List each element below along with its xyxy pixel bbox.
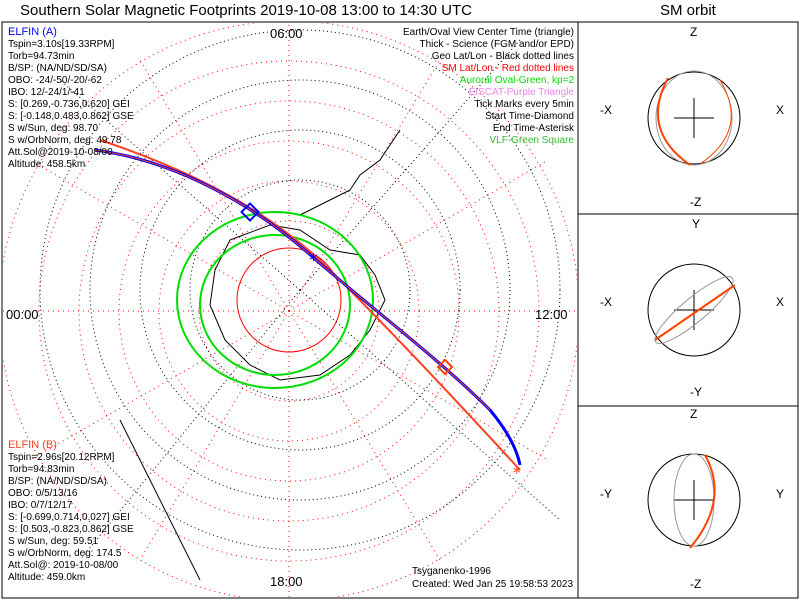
info-line: S: [-0.148,0.483,0.862] GSE [8, 111, 134, 122]
end-asterisk-b: * [512, 463, 522, 482]
elfin-a-science [94, 149, 491, 411]
sm-orbit-title: SM orbit [660, 2, 716, 19]
coastlines [119, 129, 401, 581]
axis-label: Z [690, 25, 698, 39]
sm-grid [3, 23, 577, 597]
info-line: Torb=94.83min [8, 464, 75, 475]
legend-item: Start Time-Diamond [485, 111, 574, 122]
plot-title: Southern Solar Magnetic Footprints 2019-… [20, 2, 472, 19]
created-label: Created: Wed Jan 25 19:58:53 2023 [412, 579, 574, 590]
mlt-label-left: 00:00 [6, 307, 39, 322]
info-line: S w/OrbNorm, deg: 174.5 [8, 548, 122, 559]
elfin-b-name: ELFIN (B) [8, 439, 57, 451]
auroral-oval [176, 211, 374, 389]
elfin-b-info: ELFIN (B) Tspin=2.96s[20.12RPM] Torb=94.… [8, 439, 134, 584]
info-line: Altitude: 458.5km [8, 159, 86, 170]
elfin-a-track [94, 148, 522, 466]
legend-item: EISCAT-Purple Triangle [468, 87, 574, 98]
info-line: IBO: 0/7/12/17 [8, 500, 73, 511]
start-diamond-a [240, 202, 260, 222]
sm-orbit-panels [647, 70, 741, 549]
info-line: IBO: 12/-24/1/-41 [8, 87, 85, 98]
sm-frame [577, 21, 799, 599]
axis-label: X [776, 103, 785, 117]
axis-label: X [776, 295, 785, 309]
axis-label: -Y [600, 487, 612, 501]
legend: Earth/Oval View Center Time (triangle) Th… [403, 27, 574, 147]
axis-label: -X [600, 103, 612, 117]
info-line: B/SP: (NA/ND/SD/SA) [8, 476, 107, 487]
legend-item: End Time-Asterisk [492, 123, 574, 134]
elfin-b-track [99, 139, 521, 471]
legend-item: Earth/Oval View Center Time (triangle) [403, 27, 574, 38]
info-line: Altitude: 459.0km [8, 572, 86, 583]
legend-item: Geo Lat/Lon - Black dotted lines [431, 51, 574, 62]
info-line: B/SP: (NA/ND/SD/SA) [8, 63, 107, 74]
geo-grid [39, 29, 561, 561]
sm-pole-circle [236, 247, 342, 353]
info-line: Torb=94.73min [8, 51, 75, 62]
axis-label: -X [600, 295, 612, 309]
start-diamond-b [436, 358, 454, 376]
info-line: OBO: 0/5/13/16 [8, 488, 78, 499]
info-line: S w/Sun, deg: 98.70 [8, 123, 99, 134]
info-line: S: [0.269,-0.736,0.620] GEI [8, 99, 130, 110]
model-label: Tsyganenko-1996 [412, 566, 491, 577]
axis-label: Y [776, 487, 785, 501]
info-line: S w/OrbNorm, deg: 49.78 [8, 135, 122, 146]
legend-item: Auroral Oval-Green, kp=2 [459, 75, 574, 86]
legend-item: Tick Marks every 5min [474, 99, 574, 110]
center-asterisk: * [308, 250, 319, 271]
info-line: Tspin=3.10s[19.33RPM] [8, 39, 115, 50]
axis-label: Y [692, 217, 701, 231]
axis-label: -Z [690, 577, 702, 591]
legend-item: VLF-Green Square [489, 135, 575, 146]
info-line: Att.Sol@2019-10-08/00 [8, 147, 113, 158]
info-line: Tspin=2.96s[20.12RPM] [8, 452, 115, 463]
elfin-a-info: ELFIN (A) Tspin=3.10s[19.33RPM] Torb=94.… [8, 26, 134, 171]
mlt-label-bottom: 18:00 [270, 574, 303, 589]
mlt-label-top: 06:00 [270, 26, 303, 41]
info-line: S: [-0.699,0.714,0.027] GEI [8, 512, 130, 523]
info-line: OBO: -24/-50/-20/-62 [8, 75, 102, 86]
axis-label: -Y [690, 385, 702, 399]
legend-item: Thick - Science (FGM and/or EPD) [419, 39, 574, 50]
info-line: S w/Sun, deg: 59.51 [8, 536, 99, 547]
axis-label: Z [690, 407, 698, 421]
info-line: Att.Sol@: 2019-10-08/00 [8, 560, 119, 571]
mlt-label-right: 12:00 [535, 307, 568, 322]
elfin-a-name: ELFIN (A) [8, 26, 57, 38]
info-line: S: [0.503,-0.823,0.862] GSE [8, 524, 134, 535]
legend-item: SM Lat/Lon - Red dotted lines [441, 63, 574, 74]
axis-label: -Z [690, 195, 702, 209]
